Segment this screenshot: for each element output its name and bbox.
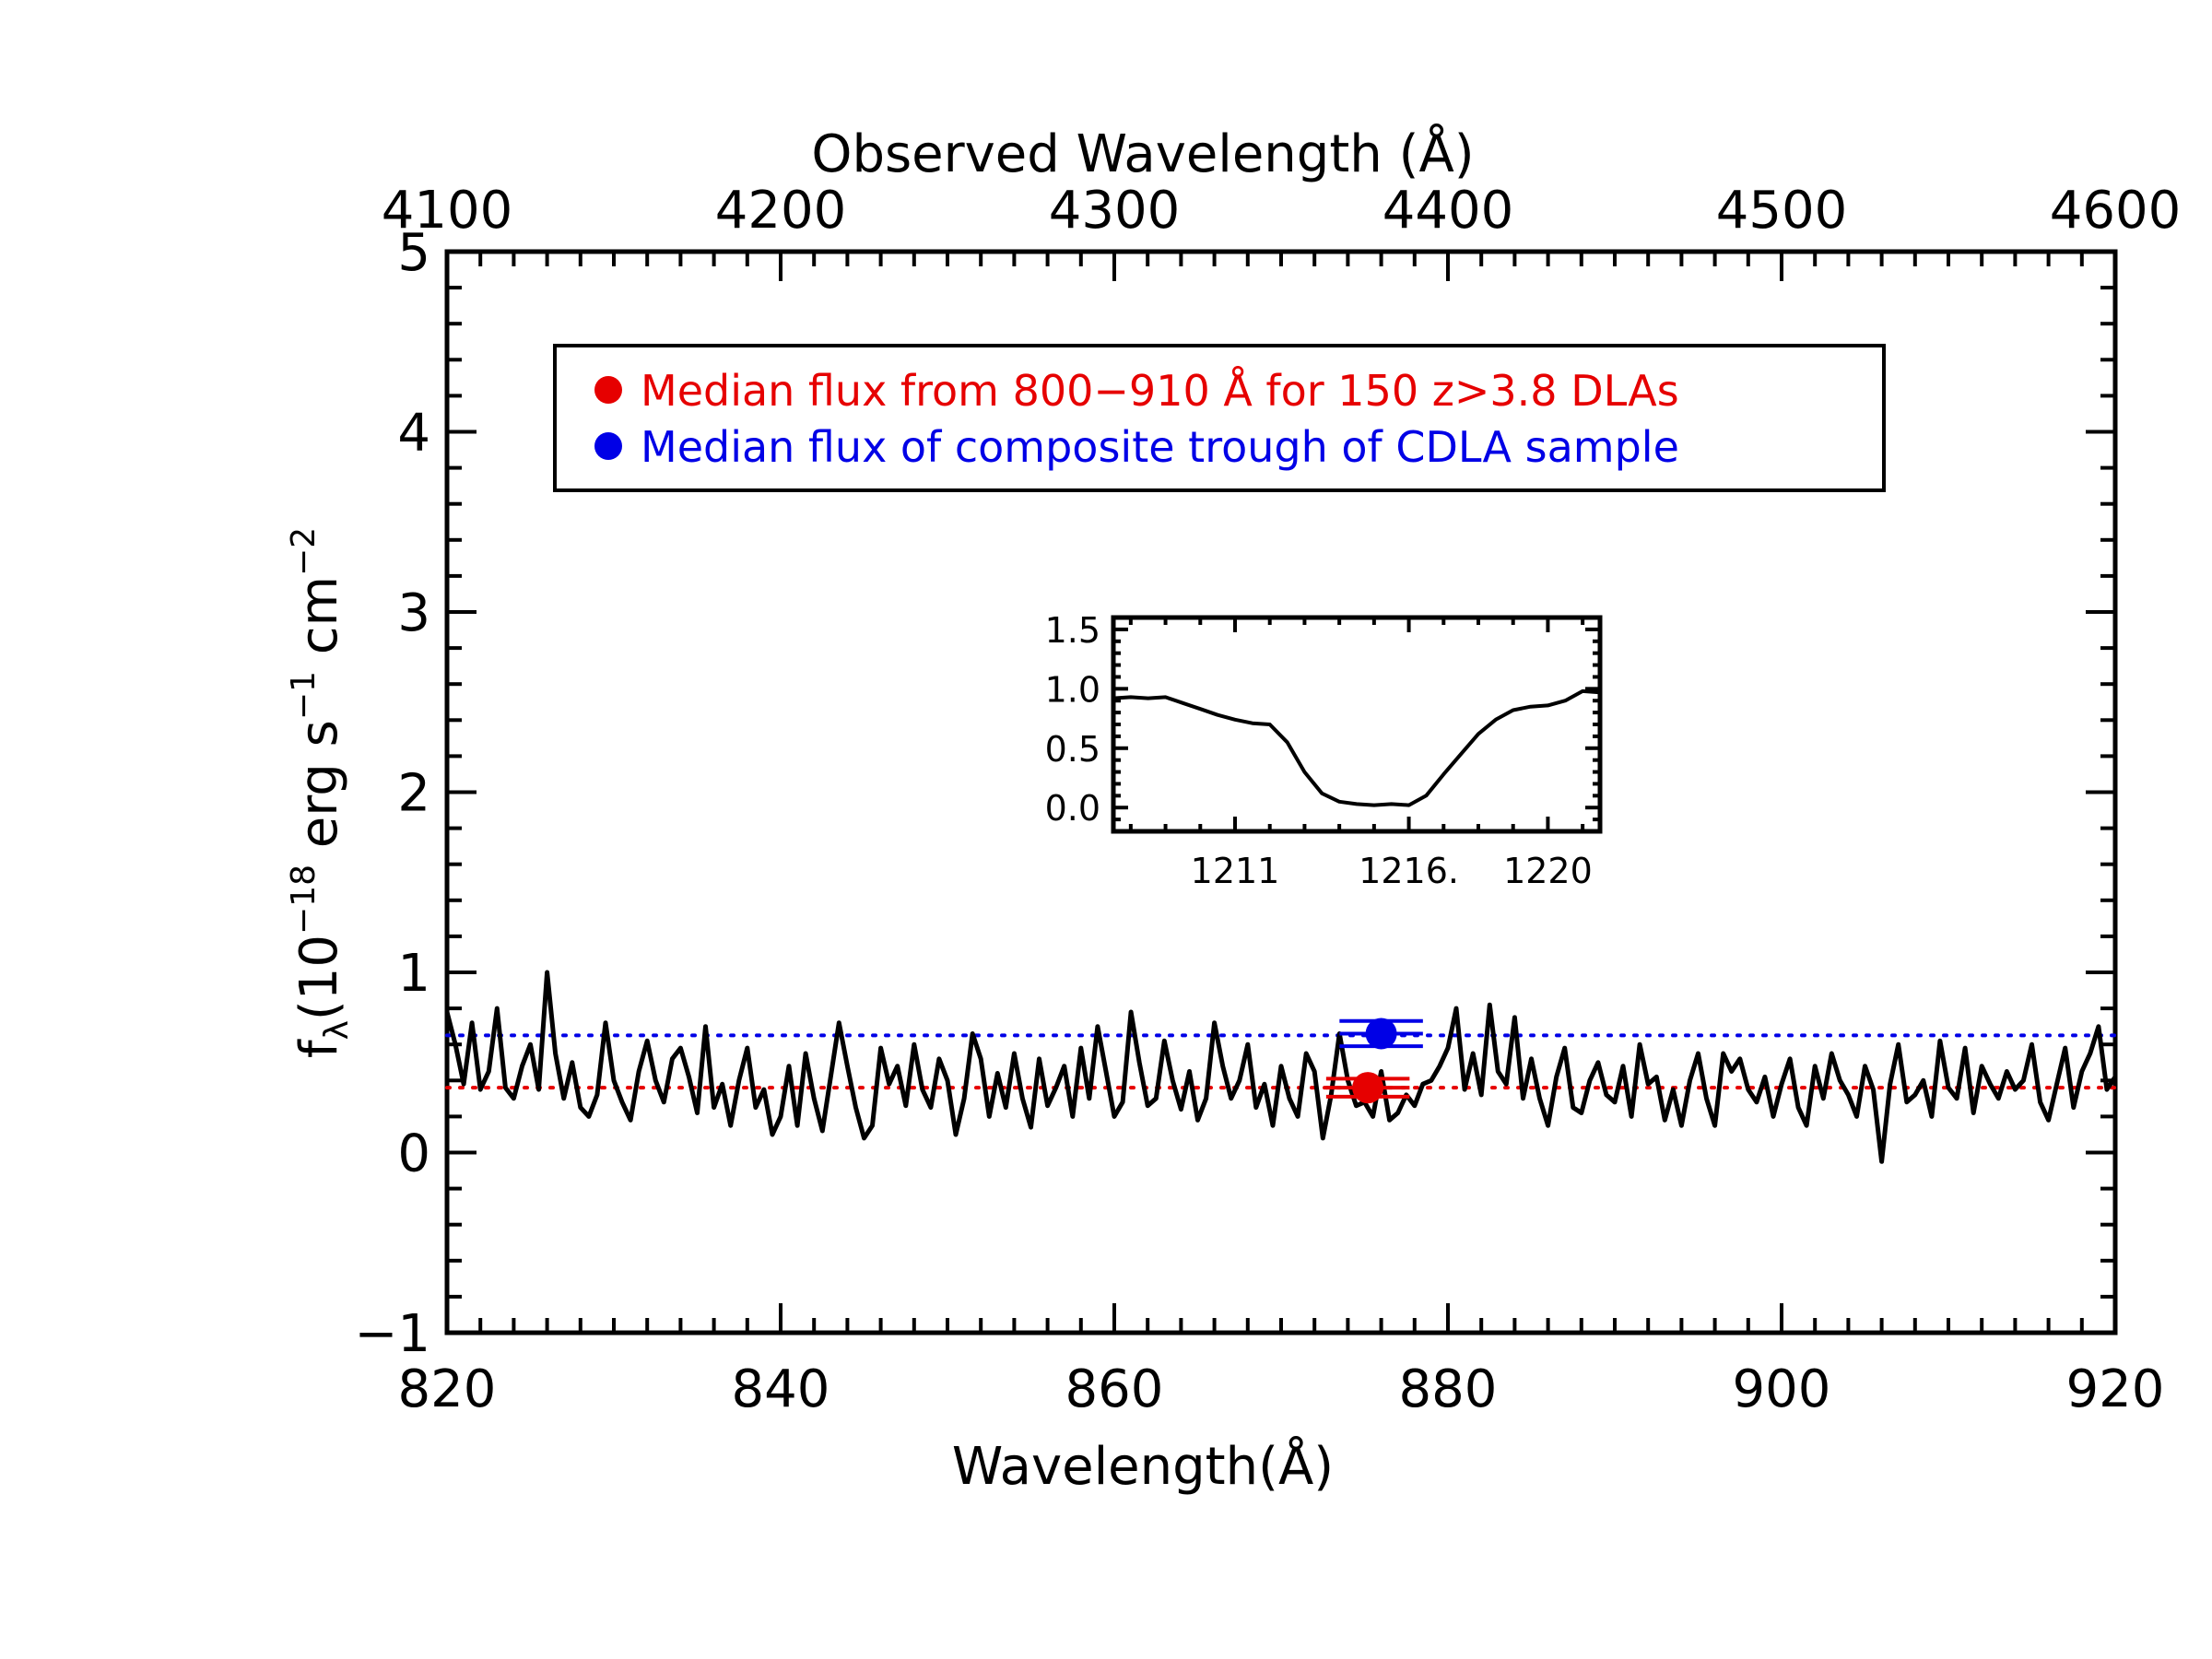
y-label-cm-exp: −2 xyxy=(285,527,323,576)
y-tick-label: 3 xyxy=(397,583,430,643)
x-tick-label: 880 xyxy=(1399,1359,1498,1419)
main-tick-labels: 820 840 860 880 900 920 4100 4200 4300 4400 4500 46… xyxy=(354,181,2181,1419)
legend: Median flux from 800−910 Å for 150 z>3.8… xyxy=(553,344,1886,492)
inset-y-tick-label: 1.5 xyxy=(1045,610,1100,651)
top-tick-label: 4300 xyxy=(1049,181,1181,241)
legend-box xyxy=(553,344,1886,492)
y-tick-label: −1 xyxy=(354,1304,430,1364)
top-tick-label: 4500 xyxy=(1716,181,1848,241)
median-points xyxy=(1325,1018,1423,1104)
x-tick-label: 820 xyxy=(398,1359,497,1419)
top-axis-title: Observed Wavelength (Å) xyxy=(811,124,1474,184)
inset-x-tick-label: 1220 xyxy=(1503,851,1593,891)
red-median-point xyxy=(1325,1072,1410,1104)
y-tick-label: 2 xyxy=(397,764,430,824)
y-label-cm: cm xyxy=(289,576,349,671)
y-label-lambda: λ xyxy=(318,1020,356,1040)
inset-y-tick-label: 0.0 xyxy=(1045,788,1100,829)
y-axis-title: fλ(10−18 erg s−1 cm−2 xyxy=(285,527,356,1058)
legend-label-red: Median flux from 800−910 Å for 150 z>3.8… xyxy=(641,366,1679,416)
y-label-exp: −18 xyxy=(285,865,323,935)
inset-y-tick-label: 1.0 xyxy=(1045,669,1100,710)
y-label-open: (10 xyxy=(289,935,349,1020)
y-tick-label: 5 xyxy=(397,223,430,283)
blue-median-point-marker xyxy=(1365,1018,1397,1050)
inset-x-tick-label: 1211 xyxy=(1191,851,1280,891)
top-tick-label: 4400 xyxy=(1382,181,1514,241)
legend-marker-blue xyxy=(594,432,622,460)
inset-tick-labels: 1211 1216. 1220 0.0 0.5 1.0 1.5 xyxy=(1045,610,1593,891)
x-tick-label: 920 xyxy=(2066,1359,2165,1419)
inset-trough-line xyxy=(1112,688,1601,807)
inset-x-tick-label: 1216. xyxy=(1359,851,1459,891)
inset-y-tick-label: 0.5 xyxy=(1045,729,1100,770)
top-tick-label: 4100 xyxy=(382,181,513,241)
inset-frame xyxy=(1111,615,1603,834)
blue-median-point xyxy=(1339,1018,1423,1050)
y-tick-label: 0 xyxy=(397,1124,430,1184)
inset-chart: 1211 1216. 1220 0.0 0.5 1.0 1.5 xyxy=(1045,610,1603,891)
y-label-erg: erg s xyxy=(289,720,349,865)
legend-label-blue: Median flux of composite trough of CDLA … xyxy=(641,422,1679,472)
main-ticks xyxy=(445,250,2117,1335)
red-median-point-marker xyxy=(1352,1072,1384,1104)
x-tick-label: 860 xyxy=(1065,1359,1164,1419)
top-tick-label: 4600 xyxy=(2050,181,2182,241)
x-tick-label: 840 xyxy=(732,1359,830,1419)
y-label-f: f xyxy=(289,1039,349,1058)
x-tick-label: 900 xyxy=(1733,1359,1831,1419)
spectrum-line xyxy=(444,970,2118,1164)
inset-ticks xyxy=(1113,618,1600,831)
legend-marker-red xyxy=(594,376,622,404)
y-tick-label: 4 xyxy=(397,404,430,464)
y-tick-label: 1 xyxy=(397,944,430,1004)
x-axis-title: Wavelength(Å) xyxy=(952,1436,1334,1497)
y-label-s-exp: −1 xyxy=(285,671,323,720)
top-tick-label: 4200 xyxy=(715,181,847,241)
